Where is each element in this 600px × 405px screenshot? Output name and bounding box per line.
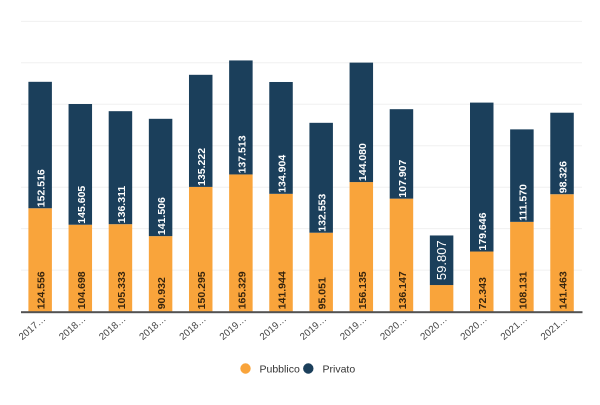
svg-text:144.080: 144.080 <box>357 143 369 181</box>
svg-text:107.907: 107.907 <box>397 159 409 197</box>
svg-text:108.131: 108.131 <box>517 271 529 309</box>
svg-text:156.135: 156.135 <box>357 271 369 309</box>
svg-text:179.646: 179.646 <box>477 212 489 250</box>
svg-text:137.513: 137.513 <box>236 135 248 173</box>
svg-text:136.311: 136.311 <box>116 186 128 224</box>
svg-text:132.553: 132.553 <box>317 194 329 232</box>
svg-text:111.570: 111.570 <box>517 184 529 221</box>
svg-text:135.222: 135.222 <box>196 148 208 186</box>
svg-text:104.698: 104.698 <box>76 271 88 309</box>
svg-text:Pubblico: Pubblico <box>260 363 300 375</box>
svg-text:141.506: 141.506 <box>156 197 168 235</box>
svg-text:145.605: 145.605 <box>76 186 88 224</box>
svg-text:90.932: 90.932 <box>156 277 168 309</box>
svg-text:72.343: 72.343 <box>477 277 489 309</box>
svg-text:105.333: 105.333 <box>116 271 128 309</box>
svg-text:95.051: 95.051 <box>317 277 329 309</box>
svg-text:Privato: Privato <box>323 363 356 375</box>
svg-text:59.807: 59.807 <box>434 240 449 280</box>
svg-text:165.329: 165.329 <box>236 271 248 309</box>
svg-text:150.295: 150.295 <box>196 271 208 309</box>
svg-text:141.944: 141.944 <box>277 271 289 309</box>
svg-text:98.326: 98.326 <box>558 161 570 193</box>
svg-text:141.463: 141.463 <box>558 271 570 309</box>
svg-text:136.147: 136.147 <box>397 271 409 309</box>
svg-text:124.556: 124.556 <box>36 271 48 309</box>
svg-text:134.904: 134.904 <box>277 155 289 193</box>
svg-text:152.516: 152.516 <box>36 169 48 207</box>
